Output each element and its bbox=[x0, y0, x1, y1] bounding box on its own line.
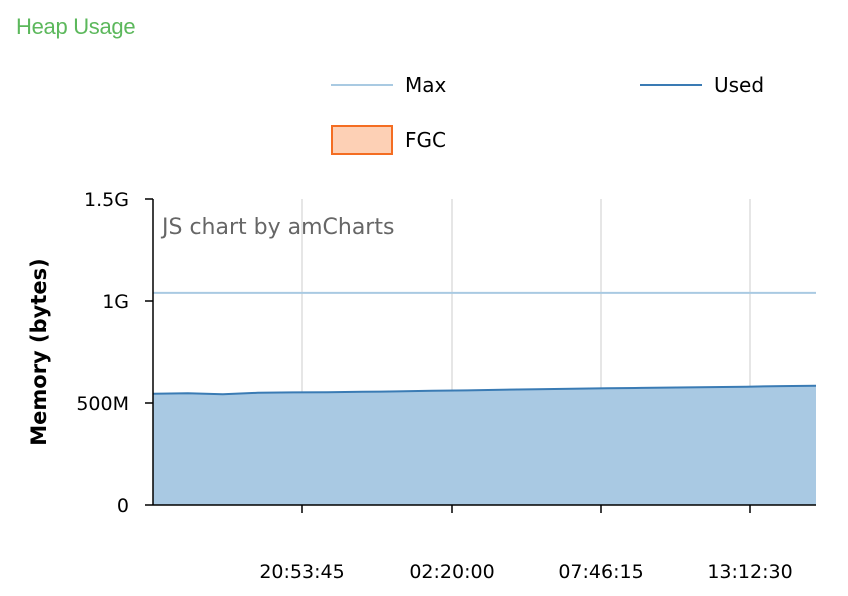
legend-item-fgc[interactable]: FGC bbox=[331, 125, 446, 155]
y-tick-label: 1.5G bbox=[84, 189, 129, 211]
legend-item-used[interactable]: Used bbox=[640, 73, 764, 97]
page-title: Heap Usage bbox=[16, 14, 136, 39]
y-tick-label: 500M bbox=[76, 393, 129, 415]
legend-used-label: Used bbox=[714, 73, 765, 97]
y-axis-title: Memory (bytes) bbox=[27, 258, 51, 446]
x-tick-label: 02:20:00 bbox=[409, 561, 494, 583]
used-series-line bbox=[152, 384, 817, 396]
legend-item-max[interactable]: Max bbox=[331, 73, 446, 97]
legend-max-label: Max bbox=[405, 73, 447, 97]
axis-layer: 0 500M 1G 1.5G 20:53:45 02:20:00 07:46:15 13:12… bbox=[76, 189, 816, 583]
amcharts-credit[interactable]: JS chart by amCharts bbox=[160, 215, 394, 240]
used-series-area bbox=[153, 385, 816, 505]
y-tick-label: 0 bbox=[117, 495, 129, 517]
x-tick-label: 20:53:45 bbox=[259, 561, 344, 583]
legend-fgc-swatch-icon bbox=[331, 125, 393, 155]
legend-max-line-icon bbox=[331, 84, 393, 86]
x-tick-label: 13:12:30 bbox=[707, 561, 792, 583]
legend-fgc-label: FGC bbox=[405, 128, 446, 152]
legend-used-line-icon bbox=[640, 84, 702, 86]
y-tick-label: 1G bbox=[102, 291, 129, 313]
x-tick-label: 07:46:15 bbox=[558, 561, 643, 583]
